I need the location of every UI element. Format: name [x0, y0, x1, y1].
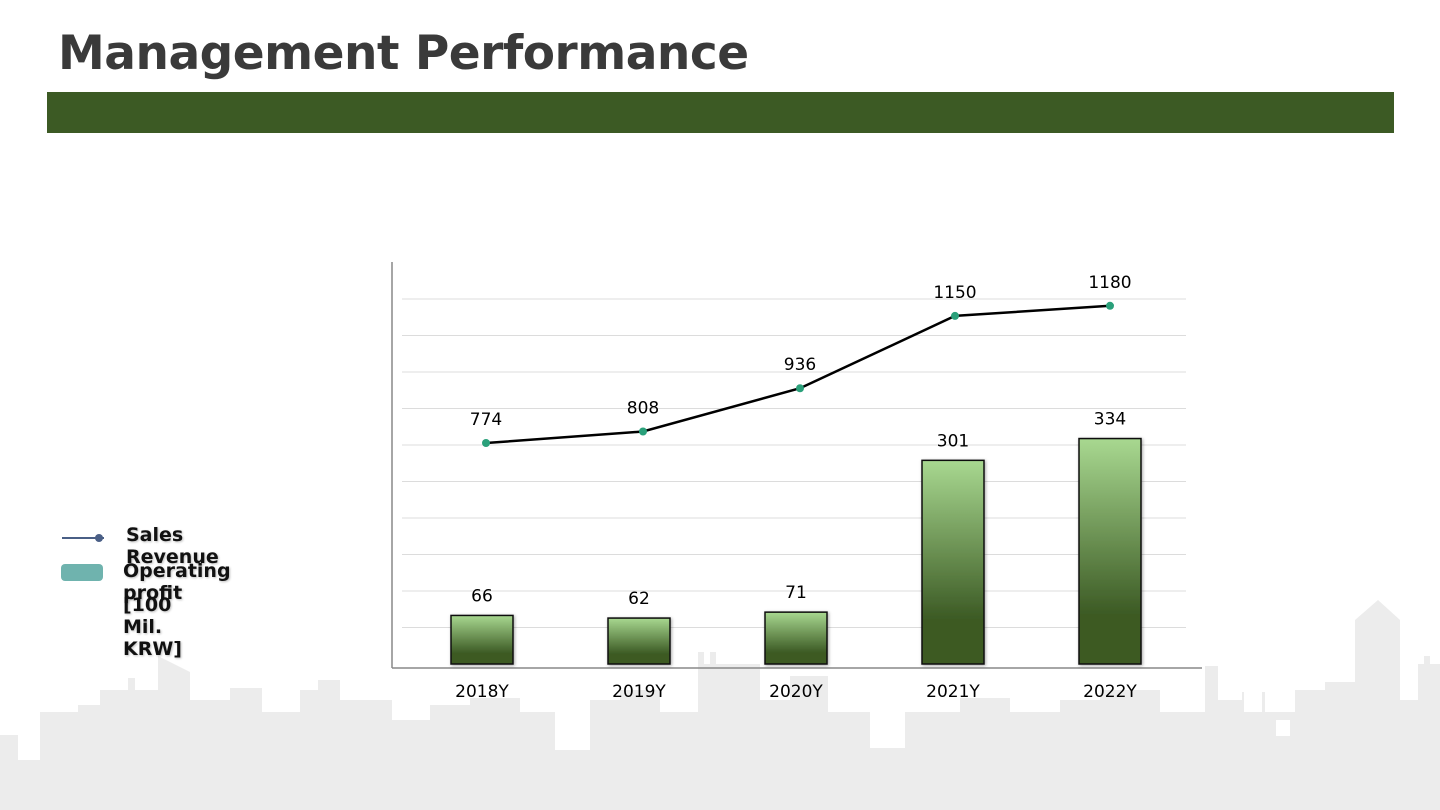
page-title: Management Performance	[58, 26, 749, 81]
bar-2021Y	[921, 459, 985, 665]
chart-axes	[391, 262, 1202, 669]
line-point-2021Y	[951, 311, 959, 320]
line-point-2020Y	[796, 384, 804, 393]
x-tick-label: 2021Y	[926, 682, 980, 702]
bar-value-label: 62	[628, 589, 650, 609]
x-tick-label: 2020Y	[769, 682, 823, 702]
x-tick-label: 2022Y	[1083, 682, 1137, 702]
x-tick-label: 2018Y	[455, 682, 509, 702]
x-tick-label: 2019Y	[612, 682, 666, 702]
line-series	[482, 301, 1114, 447]
bar-value-label: 334	[1094, 410, 1126, 430]
line-point-2019Y	[639, 427, 647, 436]
bar-2020Y	[764, 611, 828, 665]
legend-sales-revenue: Sales Revenue	[126, 524, 219, 568]
x-tick-labels: 2018Y 2019Y 2020Y 2021Y 2022Y	[455, 682, 1137, 702]
line-value-label: 774	[470, 410, 502, 430]
legend-unit: [100 Mil. KRW]	[123, 594, 182, 660]
bar-value-label: 66	[471, 586, 493, 606]
data-labels: 66 62 71 301 334 774 808 936 1150 1180	[470, 273, 1132, 609]
line-marker-icon	[95, 534, 103, 542]
line-point-2022Y	[1106, 301, 1114, 310]
bar-series	[450, 437, 1142, 665]
bar-2019Y	[607, 617, 671, 665]
line-point-2018Y	[482, 439, 490, 447]
bar-value-label: 301	[937, 431, 969, 451]
bar-swatch-icon	[61, 564, 103, 581]
legend-operating-profit: Operating profit	[123, 560, 231, 604]
line-value-label: 936	[784, 355, 816, 375]
chart-gridlines	[402, 298, 1186, 628]
bar-2018Y	[450, 614, 514, 665]
title-accent-bar	[47, 92, 1394, 133]
bar-value-label: 71	[785, 583, 807, 603]
line-value-label: 1180	[1088, 273, 1131, 293]
line-swatch-icon	[62, 537, 104, 539]
bar-2022Y	[1078, 437, 1142, 665]
line-value-label: 1150	[933, 283, 976, 303]
line-value-label: 808	[627, 399, 659, 419]
